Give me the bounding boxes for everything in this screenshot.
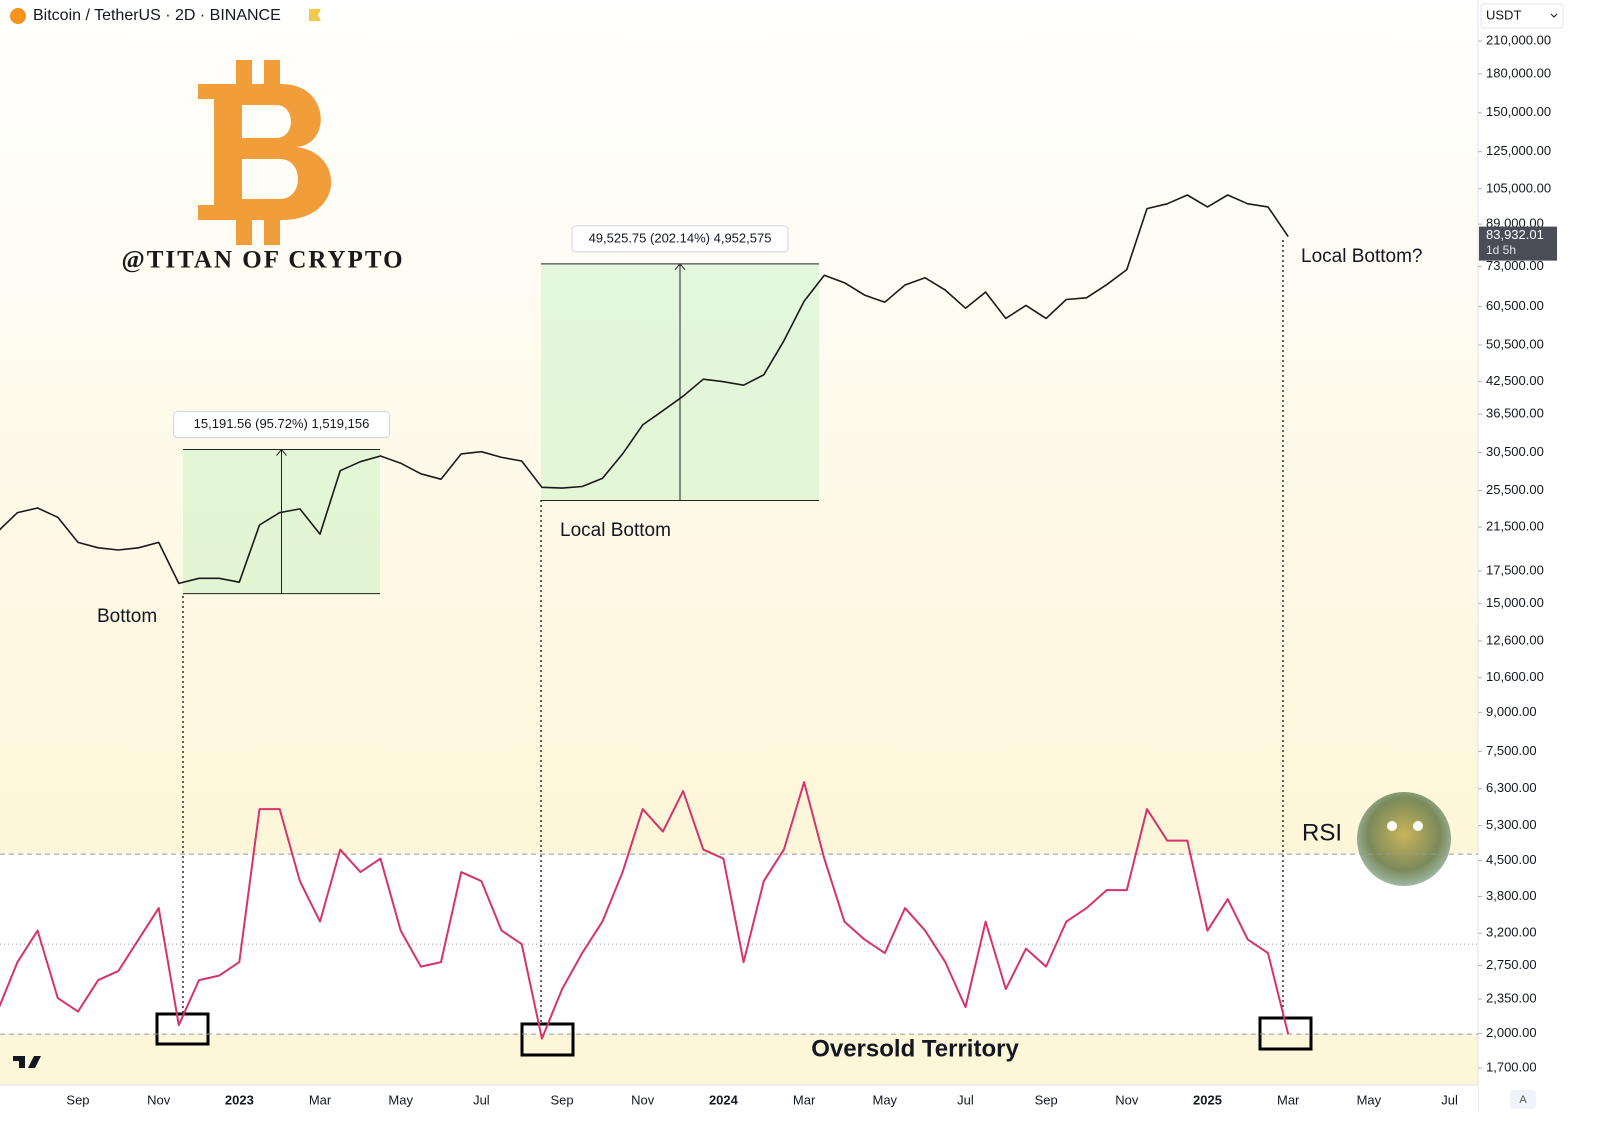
measure-label-box (173, 411, 390, 439)
x-tick-label: Nov (1115, 1092, 1139, 1107)
y-tick-label: 17,500.00 (1486, 562, 1544, 577)
annotation: Bottom (97, 606, 157, 627)
x-tick-label: Nov (147, 1092, 171, 1107)
y-tick-label: 210,000.00 (1486, 33, 1551, 48)
y-tick-label: 1,700.00 (1486, 1059, 1537, 1074)
annotation: Local Bottom? (1301, 246, 1422, 267)
y-tick-label: 6,300.00 (1486, 780, 1537, 795)
auto-scale-button[interactable] (1510, 1090, 1536, 1109)
y-tick-label: 60,500.00 (1486, 298, 1544, 313)
x-tick-label: 2023 (225, 1092, 254, 1107)
currency-selector[interactable] (1480, 3, 1564, 29)
oversold-label: Oversold Territory (811, 1035, 1019, 1062)
last-price-label: 83,932.01 (1486, 227, 1544, 242)
x-tick-label: Sep (1035, 1092, 1058, 1107)
bitcoin-logo (198, 60, 332, 245)
avatar-eye (1387, 821, 1397, 831)
x-tick-label: Mar (1277, 1092, 1300, 1107)
y-tick-label: 180,000.00 (1486, 65, 1551, 80)
y-tick-label: 2,350.00 (1486, 990, 1537, 1005)
x-tick-label: Sep (66, 1092, 89, 1107)
avatar-eye (1413, 821, 1423, 831)
price-line (0, 194, 1289, 585)
symbol-icon (10, 8, 26, 24)
y-tick-label: 12,600.00 (1486, 632, 1544, 647)
y-tick-label: 2,000.00 (1486, 1025, 1537, 1040)
y-tick-label: 150,000.00 (1486, 104, 1551, 119)
measure-arrowhead (674, 263, 686, 271)
flag-icon (309, 9, 321, 21)
y-tick-label: 15,000.00 (1486, 595, 1544, 610)
watermark: @TITAN OF CRYPTO (121, 247, 404, 274)
y-tick-label: 10,600.00 (1486, 669, 1544, 684)
rsi-line (0, 781, 1290, 1040)
measure-label: 49,525.75 (202.14%) 4,952,575 (589, 230, 772, 245)
x-tick-label: Mar (309, 1092, 332, 1107)
currency-label[interactable]: USDT (1486, 7, 1521, 22)
legend-label: RSI (1302, 819, 1342, 846)
y-tick-label: 36,500.00 (1486, 406, 1544, 421)
y-tick-label: 105,000.00 (1486, 180, 1551, 195)
y-tick-label: 3,200.00 (1486, 925, 1537, 940)
y-tick-label: 125,000.00 (1486, 143, 1551, 158)
last-price-box (1479, 226, 1557, 261)
x-tick-label: Jul (1441, 1092, 1458, 1107)
dropdown-caret (1550, 13, 1558, 18)
x-tick-label: Sep (550, 1092, 573, 1107)
rsi-band (0, 854, 1478, 1034)
measure-label: 15,191.56 (95.72%) 1,519,156 (194, 416, 370, 431)
y-tick-label: 2,750.00 (1486, 957, 1537, 972)
bottom-guides (182, 240, 1284, 1024)
annotation: Local Bottom (560, 520, 671, 541)
y-tick-label: 50,500.00 (1486, 336, 1544, 351)
y-tick-label: 9,000.00 (1486, 704, 1537, 719)
y-tick-label: 21,500.00 (1486, 518, 1544, 533)
oversold-boxes (155, 1012, 1313, 1057)
avatar (1357, 792, 1451, 886)
y-tick-label: 5,300.00 (1486, 817, 1537, 832)
y-tick-label: 4,500.00 (1486, 852, 1537, 867)
y-tick-label: 73,000.00 (1486, 258, 1544, 273)
y-tick-label: 3,800.00 (1486, 888, 1537, 903)
y-tick-label: 7,500.00 (1486, 743, 1537, 758)
oversold-zone (0, 1034, 1478, 1085)
y-tick-label: 30,500.00 (1486, 444, 1544, 459)
y-tick-label: 25,500.00 (1486, 482, 1544, 497)
auto-scale-label[interactable]: A (1519, 1094, 1527, 1106)
y-tick-label: 42,500.00 (1486, 373, 1544, 388)
x-tick-label: Jul (473, 1092, 490, 1107)
time-axis (0, 1086, 1478, 1112)
x-tick-label: May (388, 1092, 413, 1107)
countdown: 1d 5h (1486, 243, 1516, 257)
chart-title: Bitcoin / TetherUS · 2D · BINANCE (33, 7, 281, 24)
x-tick-label: 2025 (1193, 1092, 1222, 1107)
x-tick-label: Nov (631, 1092, 655, 1107)
x-tick-label: Jul (957, 1092, 974, 1107)
x-tick-label: Mar (793, 1092, 816, 1107)
measure-label-box (571, 225, 789, 253)
x-tick-label: 2024 (709, 1092, 739, 1107)
x-tick-label: May (1357, 1092, 1382, 1107)
tv-logo (13, 1056, 41, 1068)
price-axis (1478, 0, 1600, 1135)
x-tick-label: May (872, 1092, 897, 1107)
measure-arrowhead (276, 448, 287, 456)
